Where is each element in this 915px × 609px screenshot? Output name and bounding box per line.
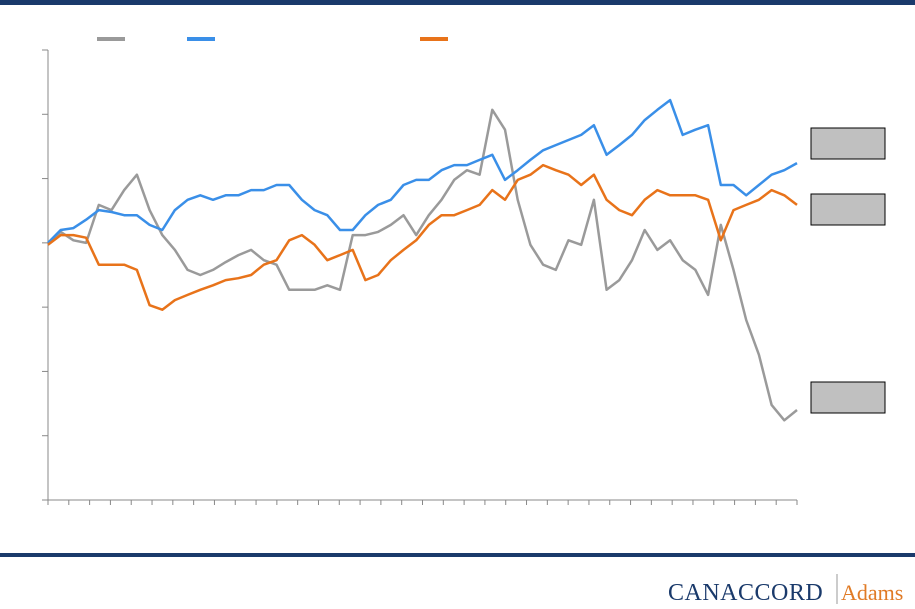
top-rule	[0, 0, 915, 5]
bottom-rule	[0, 553, 915, 557]
series-line	[47, 163, 798, 311]
series-line	[47, 108, 798, 422]
logo-name: CANACCORD	[668, 580, 823, 606]
logo-suffix: Adams	[841, 580, 903, 605]
label-box	[810, 127, 886, 160]
label-box	[810, 193, 886, 226]
label-box	[810, 381, 886, 414]
series-line	[47, 98, 798, 244]
